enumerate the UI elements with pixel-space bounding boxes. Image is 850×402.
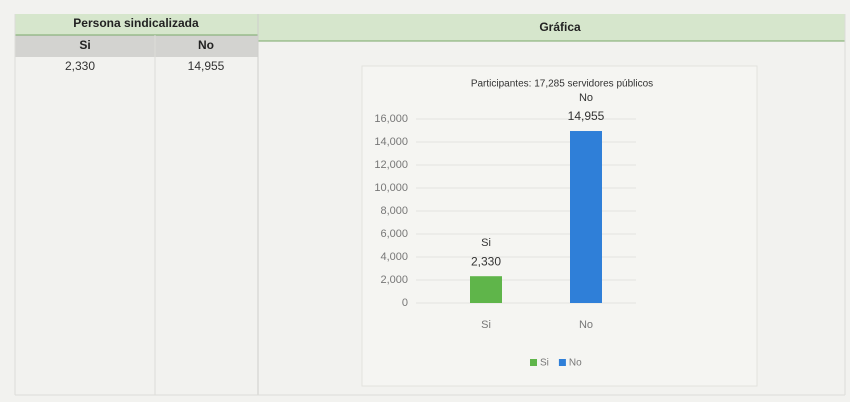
data-label-category: Si [481,237,491,249]
column-header: No [198,38,214,52]
data-label: 14,955 [568,109,605,123]
y-tick-label: 12,000 [374,159,408,171]
header-row [15,35,258,57]
panel-title-cell [258,14,845,41]
data-label: 2,330 [471,254,501,268]
legend-label: No [569,358,582,369]
table-title-cell [15,14,258,35]
cell: 14,955 [188,59,225,73]
y-tick-label: 8,000 [380,205,408,217]
table-title: Persona sindicalizada [73,16,199,30]
legend-swatch [530,359,537,366]
x-tick-label: No [579,319,593,331]
y-tick-label: 0 [402,297,408,309]
bar [570,131,602,303]
y-tick-label: 4,000 [380,251,408,263]
chart-title: Participantes: 17,285 servidores público… [471,79,653,90]
y-tick-label: 10,000 [374,182,408,194]
legend-swatch [558,359,566,366]
bar [470,276,502,303]
column-header: Si [79,38,90,52]
y-tick-label: 14,000 [374,136,408,148]
panel-title: Gráfica [539,20,581,34]
chart-area [361,65,758,387]
legend-label: Si [540,358,549,369]
y-tick-label: 2,000 [380,274,408,286]
cell: 2,330 [65,59,95,73]
y-tick-label: 16,000 [374,113,408,125]
x-tick-label: Si [481,319,491,331]
data-label-category: No [579,92,593,104]
y-tick-label: 6,000 [380,228,408,240]
